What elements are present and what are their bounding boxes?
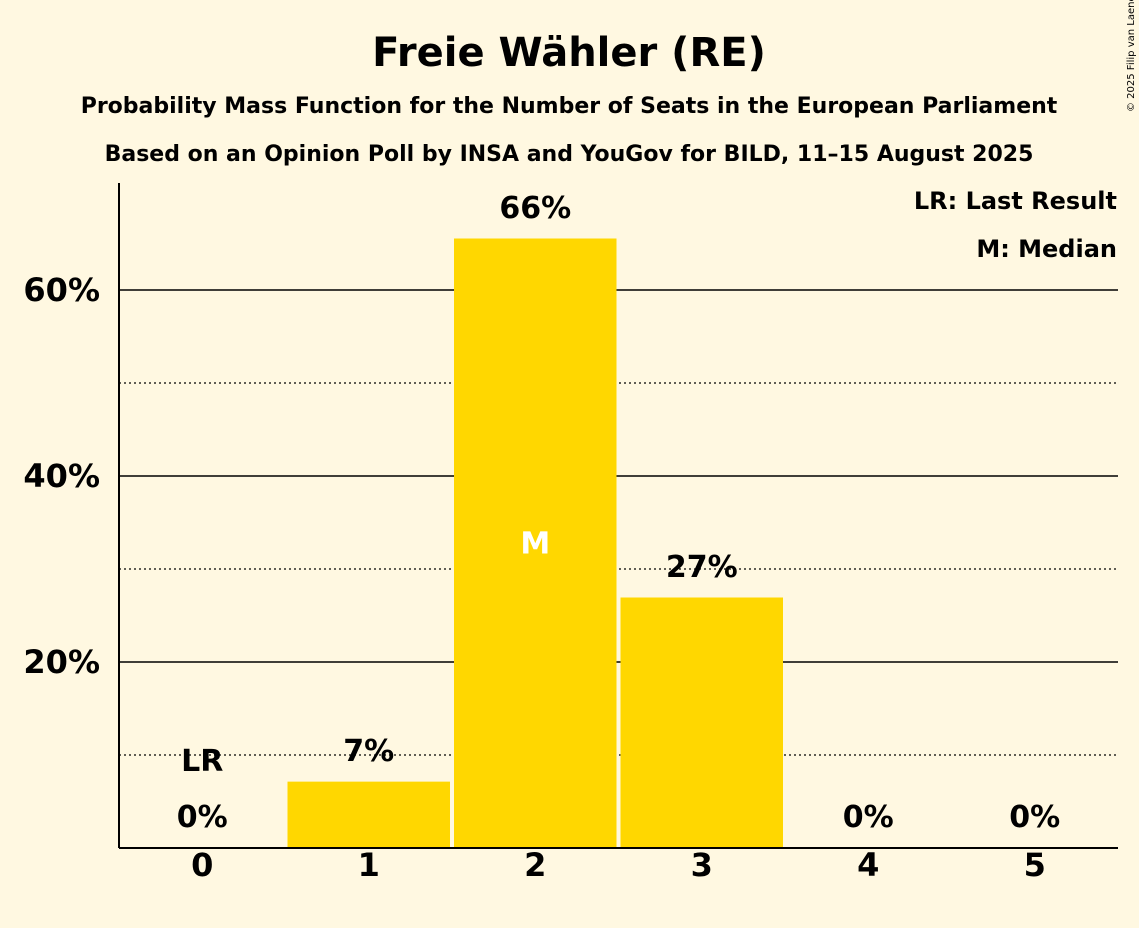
bar-layer <box>285 235 785 849</box>
bar-3 <box>620 595 783 848</box>
y-tick-label: 40% <box>23 457 100 495</box>
data-label: 0% <box>843 800 894 835</box>
data-label: 66% <box>499 191 571 226</box>
chart-subtitle: Probability Mass Function for the Number… <box>81 94 1058 119</box>
x-tick-label: 0 <box>191 846 213 884</box>
median-marker: M <box>520 526 550 561</box>
data-label: 27% <box>666 550 738 585</box>
x-tick-label: 3 <box>691 846 713 884</box>
data-label: 0% <box>177 800 228 835</box>
bar-1 <box>287 780 450 848</box>
bar-2 <box>454 236 617 849</box>
last-result-marker: LR <box>181 744 223 779</box>
y-tick-label: 60% <box>23 271 100 309</box>
legend-median: M: Median <box>976 235 1117 263</box>
grid-layer <box>119 289 1118 756</box>
x-tick-label: 5 <box>1024 846 1046 884</box>
y-tick-label: 20% <box>23 643 100 681</box>
data-label: 7% <box>343 734 394 769</box>
x-tick-label: 4 <box>857 846 879 884</box>
x-tick-label: 2 <box>524 846 546 884</box>
chart-subtitle-source: Based on an Opinion Poll by INSA and You… <box>105 142 1034 167</box>
data-label: 0% <box>1009 800 1060 835</box>
copyright-notice: © 2025 Filip van Laenen <box>1126 0 1137 112</box>
chart-title: Freie Wähler (RE) <box>372 30 766 76</box>
axis-layer <box>118 183 1118 849</box>
legend-last-result: LR: Last Result <box>914 187 1117 215</box>
x-tick-label: 1 <box>358 846 380 884</box>
